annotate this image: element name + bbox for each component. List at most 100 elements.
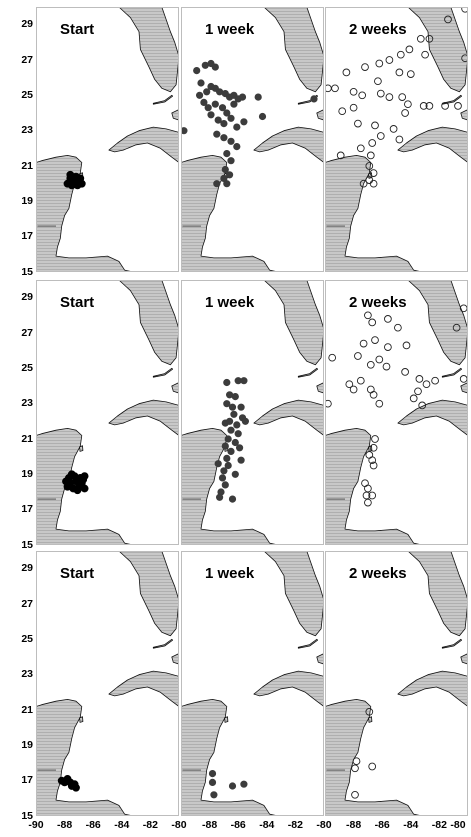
marker-filled-27: [233, 123, 241, 131]
marker-filled-1: [181, 127, 188, 135]
florida-keys: [297, 367, 319, 378]
marker-filled-3: [197, 79, 205, 87]
marker-filled-26: [215, 493, 224, 501]
marker-open-38: [365, 162, 374, 170]
cuba-landmass: [397, 126, 468, 163]
marker-filled-2: [193, 66, 201, 75]
marker-filled-32: [214, 460, 222, 468]
map-panel-r1-start: [36, 7, 179, 272]
marker-open-18: [349, 87, 358, 96]
marker-start-10: [66, 170, 75, 179]
y-tick-label: 29: [21, 291, 33, 304]
marker-open-31: [354, 119, 362, 128]
marker-open-39: [369, 169, 378, 177]
marker-filled-7: [228, 403, 237, 411]
map-panel-r2-start: [36, 280, 179, 545]
marker-open-25: [419, 102, 428, 110]
marker-open-9: [371, 336, 379, 344]
marker-open-23: [404, 100, 412, 109]
marker-start-15: [62, 477, 70, 486]
marker-open-7: [402, 341, 411, 350]
marker-open-5: [384, 315, 392, 323]
marker-open-2: [452, 323, 461, 332]
marker-filled-26: [227, 114, 235, 122]
marker-open-38: [362, 491, 371, 500]
marker-filled-37: [223, 180, 231, 188]
marker-start-7: [67, 782, 76, 790]
cuba-landmass: [253, 399, 324, 436]
marker-filled-33: [223, 150, 231, 158]
marker-open-1: [461, 7, 468, 13]
marker-filled-5: [240, 780, 248, 788]
marker-filled-6: [223, 400, 231, 408]
marker-open-17: [422, 380, 431, 389]
panel-title-open: 2 weeks: [349, 21, 407, 38]
y-tick-label: 19: [21, 467, 33, 480]
marker-filled-6: [211, 63, 219, 71]
cozumel-island: [368, 716, 373, 723]
marker-open-37: [364, 484, 372, 493]
x-tick-label: -84: [403, 819, 419, 831]
x-tick-label: -86: [85, 819, 101, 831]
x-tick-label: -82: [287, 819, 303, 831]
marker-filled-1: [208, 770, 217, 778]
marker-open-31: [371, 435, 379, 443]
marker-filled-2: [240, 377, 248, 385]
marker-filled-35: [221, 165, 229, 174]
florida-keys: [152, 94, 174, 105]
marker-open-23: [328, 353, 337, 362]
cozumel-island: [224, 716, 229, 723]
florida-keys: [297, 638, 319, 649]
marker-filled-31: [225, 417, 234, 425]
y-tick-label: 27: [21, 326, 33, 339]
cozumel-island: [79, 716, 84, 723]
florida-landmass: [363, 551, 468, 637]
map-panel-r3-open: [325, 551, 468, 816]
map-panels: [36, 7, 468, 816]
panel-title-start: Start: [60, 565, 95, 582]
bahamas-islands: [460, 382, 468, 394]
bahamas-islands: [460, 653, 468, 665]
marker-open-30: [349, 103, 358, 112]
marker-open-3: [461, 54, 468, 63]
marker-start-12: [67, 470, 76, 479]
marker-open-11: [354, 352, 362, 360]
x-tick-label: -84: [259, 819, 275, 831]
marker-open-27: [441, 102, 449, 110]
marker-open-10: [416, 34, 425, 43]
florida-keys: [152, 367, 174, 378]
marker-filled-17: [200, 98, 208, 106]
marker-filled-8: [237, 403, 245, 411]
bahamas-islands: [171, 653, 179, 665]
marker-open-12: [375, 355, 384, 364]
marker-filled-25: [220, 119, 228, 128]
marker-open-19: [414, 387, 422, 396]
marker-open-29: [369, 390, 378, 399]
yucatan-landmass: [36, 154, 134, 272]
marker-open-36: [395, 135, 404, 144]
yucatan-landmass: [36, 698, 134, 816]
marker-open-4: [368, 318, 377, 327]
marker-open-13: [406, 70, 415, 78]
y-tick-label: 27: [21, 597, 33, 610]
y-tick-label: 29: [21, 18, 33, 31]
marker-filled-12: [233, 421, 241, 429]
florida-landmass: [219, 280, 324, 366]
marker-filled-42: [310, 95, 318, 103]
marker-filled-22: [220, 467, 228, 475]
florida-keys: [441, 367, 463, 378]
bahamas-islands: [460, 109, 468, 121]
x-tick-label: -86: [374, 819, 390, 831]
y-tick-label: 25: [21, 361, 33, 374]
marker-open-7: [385, 56, 394, 64]
map-panel-r1-open: [325, 7, 468, 272]
marker-filled-21: [224, 461, 232, 470]
map-panel-r2-filled: [181, 280, 324, 545]
marker-filled-28: [240, 118, 248, 126]
x-tick-label: -88: [346, 819, 362, 831]
panel-border: [181, 7, 324, 272]
marker-open-35: [389, 125, 398, 133]
marker-filled-24: [221, 481, 229, 489]
yucatan-landmass: [36, 427, 134, 545]
yucatan-landmass: [181, 698, 279, 816]
